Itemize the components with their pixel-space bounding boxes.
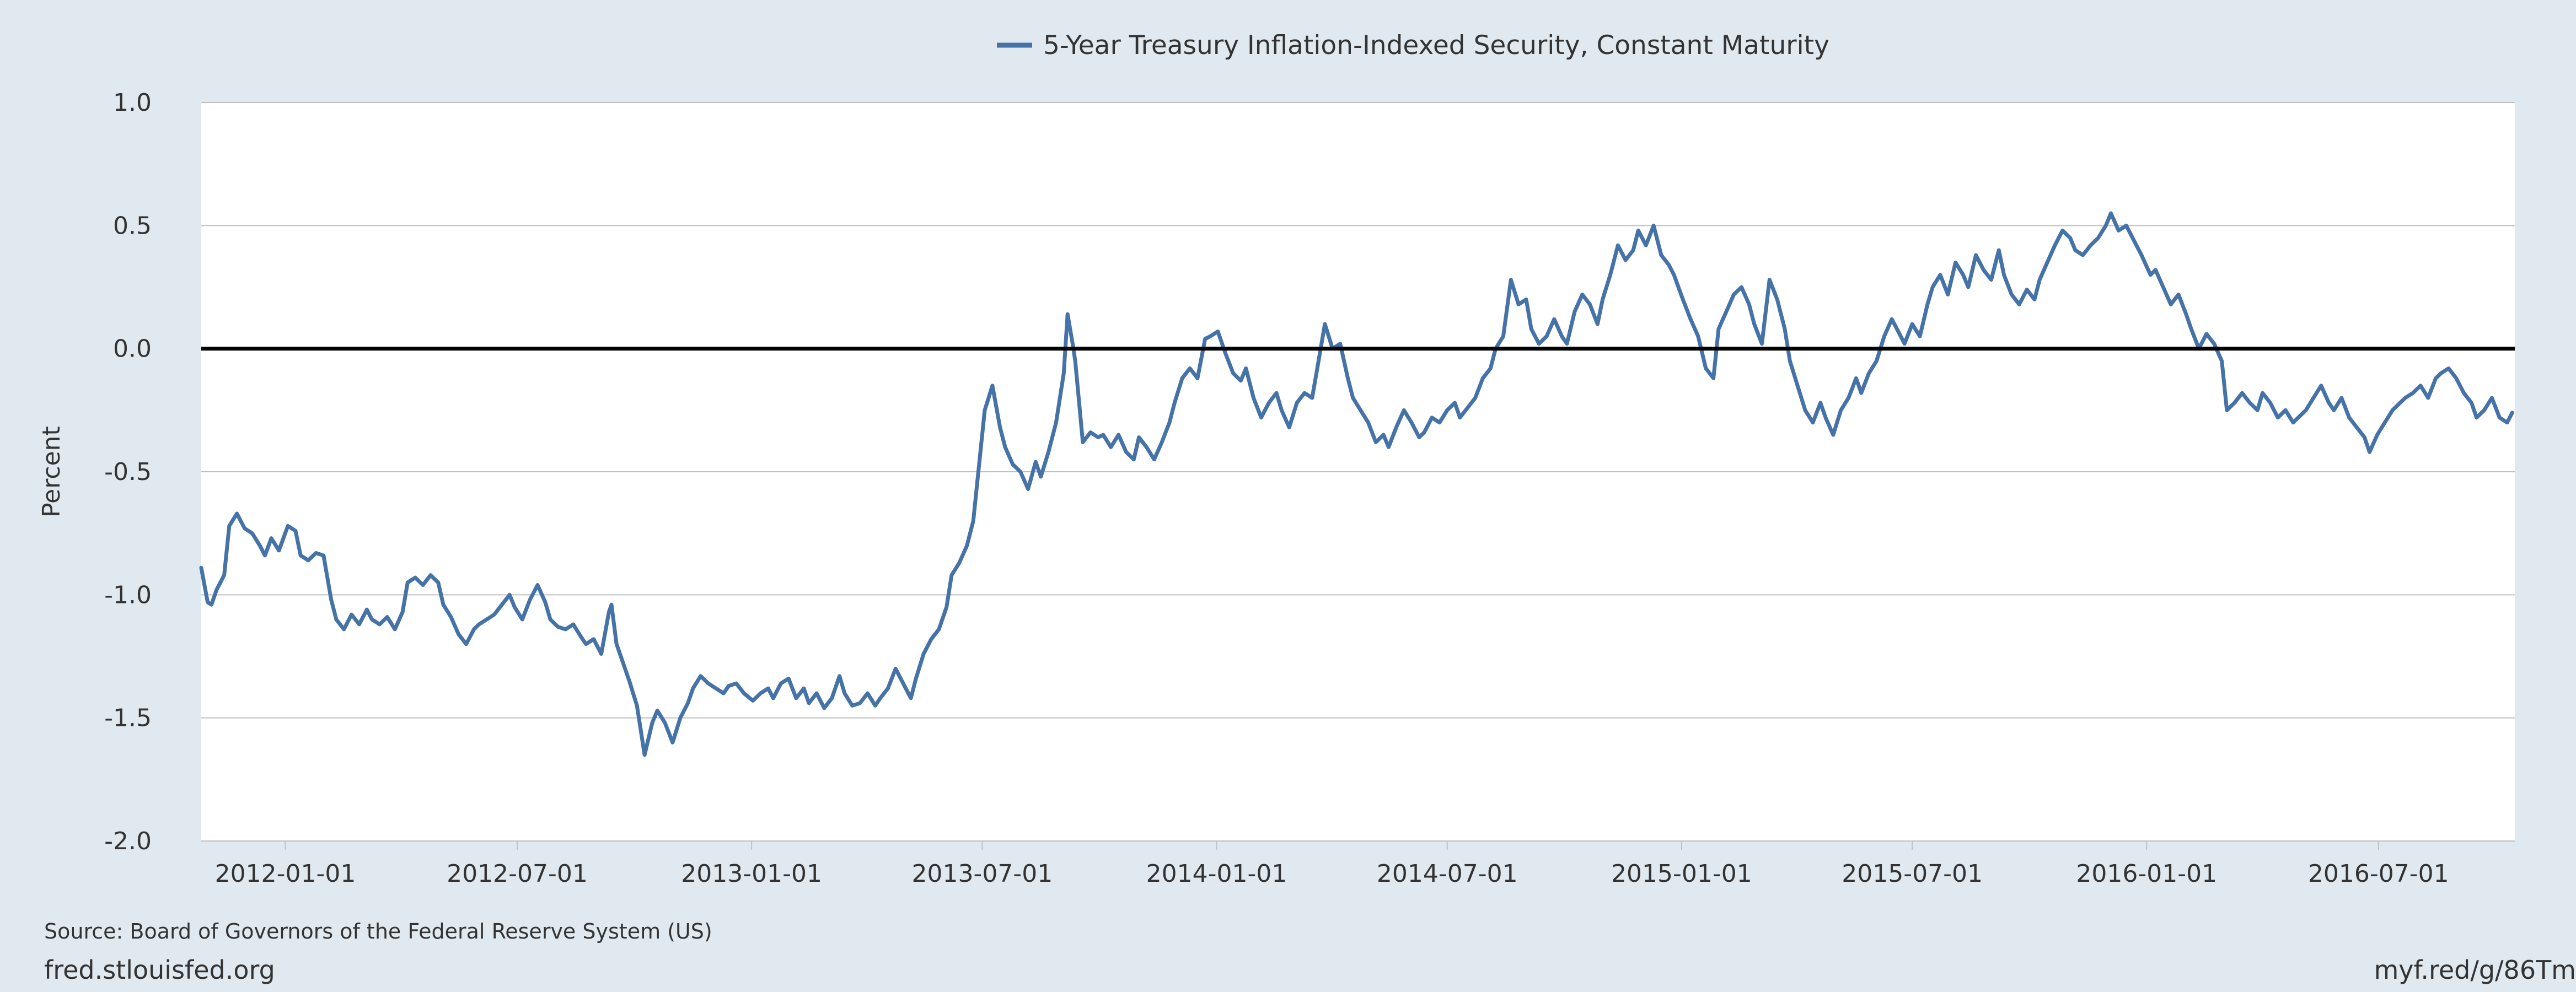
legend[interactable]: 5-Year Treasury Inflation-Indexed Securi…	[997, 30, 1829, 61]
y-axis-ticks: 1.0 0.5 0.0 -0.5 -1.0 -1.5 -2.0	[104, 89, 152, 855]
y-tick-label: -0.5	[104, 458, 152, 486]
short-link[interactable]: myf.red/g/86Tm	[2374, 955, 2576, 985]
x-tick-label: 2015-01-01	[1611, 860, 1752, 888]
legend-label: 5-Year Treasury Inflation-Indexed Securi…	[1043, 30, 1829, 61]
x-tick-label: 2016-01-01	[2076, 860, 2217, 888]
x-tick-label: 2014-07-01	[1377, 860, 1518, 888]
x-axis-ticks: 2012-01-01 2012-07-01 2013-01-01 2013-07-01…	[215, 841, 2449, 888]
y-axis-label: Percent	[37, 426, 66, 517]
y-tick-label: -1.0	[104, 581, 152, 609]
x-tick-label: 2015-07-01	[1842, 860, 1983, 888]
x-tick-label: 2014-01-01	[1146, 860, 1287, 888]
y-tick-label: 1.0	[113, 89, 152, 117]
y-tick-label: -1.5	[104, 704, 152, 732]
series-line	[199, 211, 2514, 757]
x-tick-label: 2013-07-01	[912, 860, 1053, 888]
y-tick-label: 0.0	[113, 335, 152, 363]
y-tick-label: 0.5	[113, 212, 152, 240]
x-tick-label: 2013-01-01	[681, 860, 822, 888]
source-note: Source: Board of Governors of the Federa…	[44, 919, 712, 944]
site-link[interactable]: fred.stlouisfed.org	[44, 955, 275, 985]
x-tick-label: 2012-07-01	[447, 860, 588, 888]
y-tick-label: -2.0	[104, 827, 152, 855]
x-tick-label: 2016-07-01	[2308, 860, 2449, 888]
x-tick-label: 2012-01-01	[215, 860, 356, 888]
